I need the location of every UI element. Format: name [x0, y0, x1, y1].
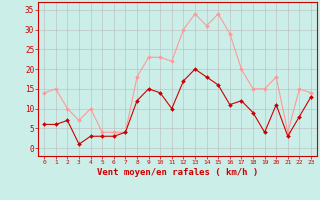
X-axis label: Vent moyen/en rafales ( km/h ): Vent moyen/en rafales ( km/h ) — [97, 168, 258, 177]
